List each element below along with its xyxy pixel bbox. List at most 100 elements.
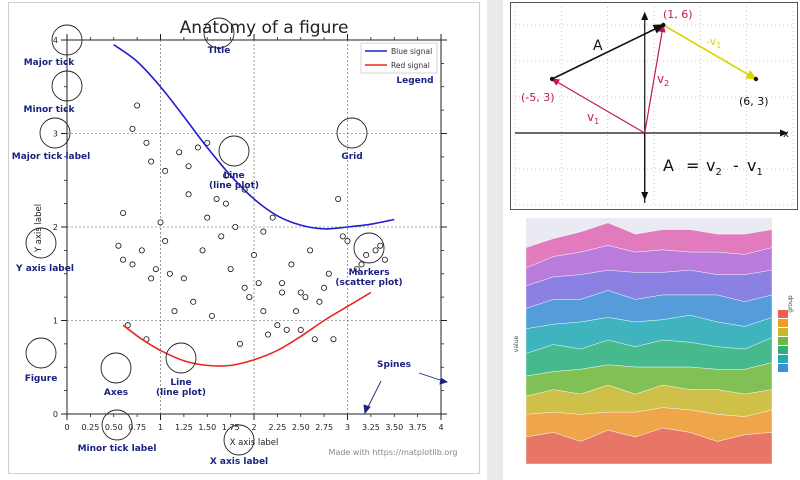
scatter-point <box>157 219 164 226</box>
stack-legend <box>778 310 788 372</box>
scatter-point <box>208 312 215 319</box>
annotation-y-axis-label: Y axis label <box>15 264 74 274</box>
annotation-x-axis-label: X axis label <box>210 457 268 467</box>
scatter-point <box>129 125 136 132</box>
stack-legend-swatch <box>778 355 788 363</box>
scatter-point <box>339 233 346 240</box>
anatomy-chart: Anatomy of a figure 0 1 2 3 4 0.25 0.50 0.75 1.2… <box>12 17 457 467</box>
x-minor-tick-label: 2.50 <box>292 423 310 432</box>
x-minor-tick-label: 0.75 <box>128 423 146 432</box>
label-a: A <box>593 38 603 54</box>
annotation-figure: Figure <box>25 374 58 384</box>
scatter-point <box>321 284 328 291</box>
stacked-area-svg: value group <box>513 218 794 465</box>
scatter-point <box>372 247 379 254</box>
scatter-point <box>162 238 169 245</box>
scatter-point <box>274 322 281 329</box>
scatter-point <box>297 326 304 333</box>
scatter-point <box>255 280 262 287</box>
x-major-tick-label: 2 <box>251 423 256 432</box>
scatter-point <box>148 158 155 165</box>
y-major-tick-label: 0 <box>53 410 58 419</box>
line-a-circle <box>218 135 250 167</box>
annotation-spines: Spines <box>377 360 411 370</box>
scatter-point <box>213 195 220 202</box>
y-axis-label-circle <box>25 227 57 259</box>
stack-areas <box>525 222 773 465</box>
scatter-point <box>204 139 211 146</box>
scatter-point <box>363 252 370 259</box>
scatter-point <box>222 200 229 207</box>
grid-lines <box>67 40 441 414</box>
stack-legend-swatch <box>778 337 788 345</box>
scatter-markers <box>115 102 388 347</box>
scatter-point <box>129 261 136 268</box>
x-minor-tick-label: 2.25 <box>268 423 286 432</box>
minor-tick-circle <box>51 70 83 102</box>
svg-text:v1: v1 <box>747 156 763 178</box>
svg-text:A: A <box>663 156 674 175</box>
anatomy-figure: Anatomy of a figure 0 1 2 3 4 0.25 0.50 0.75 1.2… <box>8 2 480 474</box>
figure-circle <box>25 337 57 369</box>
stack-legend-swatch <box>778 328 788 336</box>
x-minor-tick-label: 3.75 <box>409 423 427 432</box>
blue-signal-line <box>113 44 395 230</box>
annotation-major-tick-label: Major tick label <box>12 152 91 162</box>
scatter-point <box>358 261 365 268</box>
spine-arrows <box>363 372 449 415</box>
scatter-point <box>241 284 248 291</box>
x-minor-tick-label: 1.50 <box>198 423 216 432</box>
vector-chart: A v1 v2 -v1 (-5, 3) (1, 6) (6, 3) x A = … <box>514 7 794 206</box>
x-minor-tick-label: 0.50 <box>105 423 123 432</box>
vector-arrow <box>662 24 758 80</box>
scatter-point <box>260 228 267 235</box>
scatter-point <box>260 308 267 315</box>
y-major-tick-label: 4 <box>53 36 58 45</box>
stack-y-label: value <box>513 335 520 352</box>
label-v2: v2 <box>657 72 669 88</box>
scatter-point <box>302 294 309 301</box>
major-tick-label-circle <box>39 117 71 149</box>
annotation-minor-tick-label: Minor tick label <box>78 444 157 454</box>
scatter-point <box>218 233 225 240</box>
annotation-line-a: Line <box>223 171 244 181</box>
stack-legend-swatch <box>778 346 788 354</box>
annotation-axes: Axes <box>104 388 128 398</box>
scatter-point <box>344 238 351 245</box>
scatter-point <box>222 172 229 179</box>
stack-legend-title: group <box>787 295 794 313</box>
annotation-line-b-sub: (line plot) <box>156 388 206 398</box>
annotation-circles <box>25 17 385 456</box>
scatter-point <box>353 266 360 273</box>
scatter-point <box>325 270 332 277</box>
x-major-tick-label: 1 <box>158 423 163 432</box>
scatter-point <box>185 191 192 198</box>
scatter-point <box>162 167 169 174</box>
scatter-point <box>246 294 253 301</box>
panel-divider <box>487 0 503 480</box>
annotation-markers-sub: (scatter plot) <box>335 278 402 288</box>
x-minor-tick-label: 1.25 <box>175 423 193 432</box>
scatter-point <box>120 209 127 216</box>
x-axis-letter: x <box>783 129 789 140</box>
scatter-point <box>120 256 127 263</box>
scatter-point <box>283 326 290 333</box>
annotation-grid: Grid <box>341 152 362 162</box>
annotation-minor-tick: Minor tick <box>24 105 76 115</box>
scatter-point <box>288 261 295 268</box>
annotation-major-tick: Major tick <box>24 58 76 68</box>
scatter-point <box>236 340 243 347</box>
chart-title: Anatomy of a figure <box>180 18 349 38</box>
grid-circle <box>336 117 368 149</box>
scatter-point <box>115 242 122 249</box>
svg-text:=: = <box>686 156 699 175</box>
scatter-point <box>250 252 257 259</box>
title-circle <box>203 17 235 49</box>
stack-legend-swatch <box>778 310 788 318</box>
label-v1: v1 <box>587 110 599 126</box>
scatter-point <box>381 256 388 263</box>
scatter-point <box>269 214 276 221</box>
major-tick-circle <box>51 24 83 56</box>
vector-point <box>753 76 759 82</box>
scatter-point <box>265 331 272 338</box>
